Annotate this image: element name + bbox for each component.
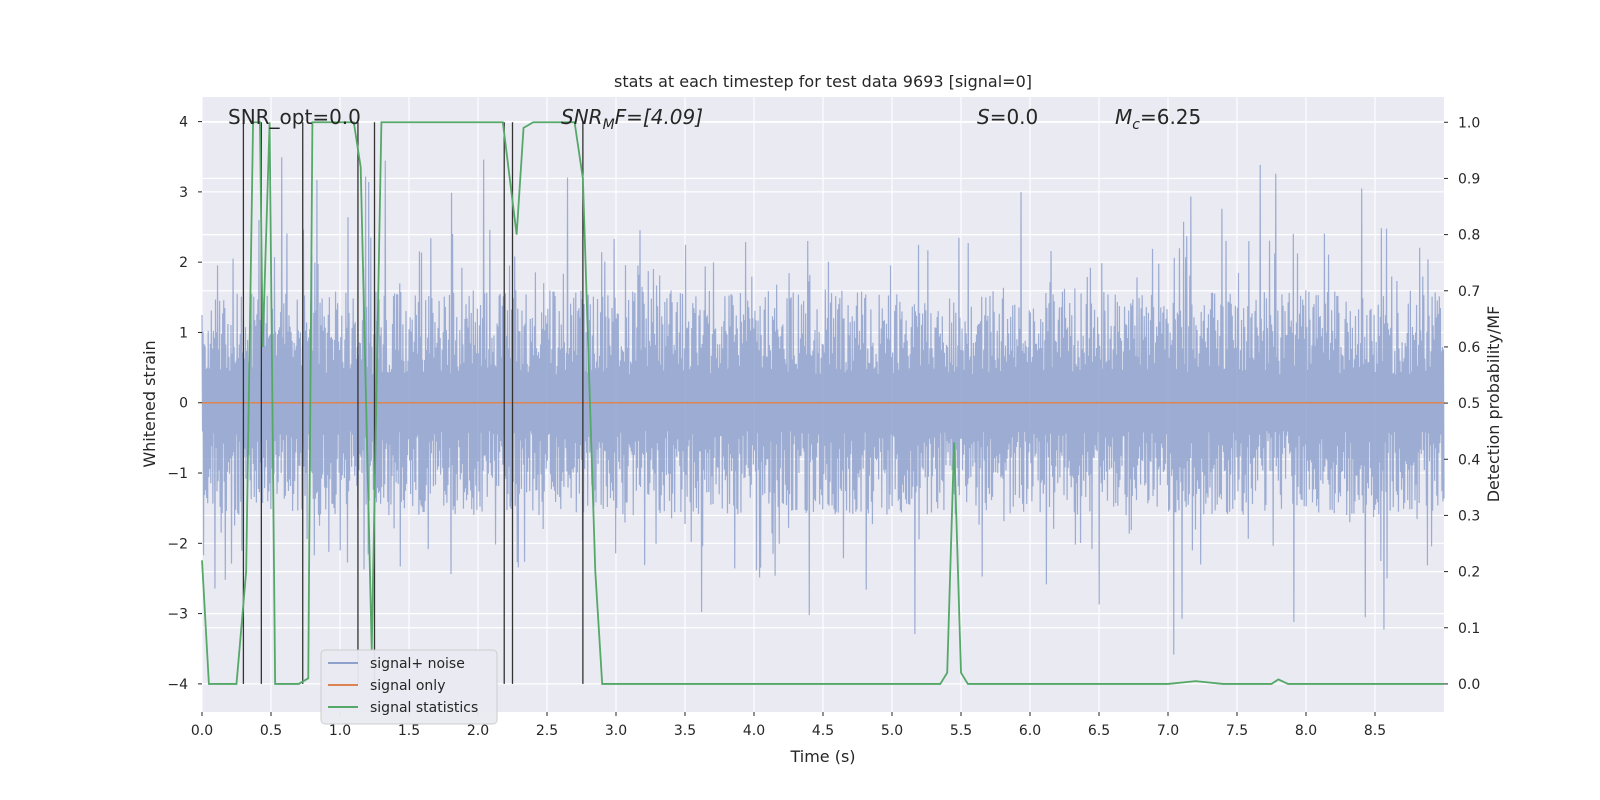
y-left-tick-label-7: −3 <box>167 607 188 623</box>
y-right-tick-label-7: 0.3 <box>1458 508 1480 524</box>
noise-trace <box>201 157 1445 655</box>
y-left-tick-label-2: 2 <box>179 255 188 271</box>
right-y-axis-label: Detection probability/MF <box>1484 306 1503 503</box>
x-tick-label-10: 5.0 <box>881 723 903 739</box>
x-tick-label-0: 0.0 <box>191 723 213 739</box>
statistics-series <box>201 121 1444 685</box>
annotation-s-main: S <box>977 105 990 129</box>
x-tick-label-5: 2.5 <box>536 723 558 739</box>
annotation-snr-mf: SNRMF=[4.09] <box>561 105 703 133</box>
legend-box <box>320 649 498 725</box>
y-left-tick-label-6: −2 <box>167 536 188 552</box>
annotation-mc-sub: c <box>1132 117 1140 133</box>
vertical-markers <box>242 122 584 684</box>
x-tick-label-9: 4.5 <box>812 723 834 739</box>
x-tick-label-13: 6.5 <box>1088 723 1110 739</box>
legend-label-noise: signal+ noise <box>370 656 465 672</box>
y-right-tick-label-2: 0.8 <box>1458 228 1480 244</box>
y-right-tick-label-5: 0.5 <box>1458 396 1480 412</box>
x-tick-label-6: 3.0 <box>605 723 627 739</box>
x-tick-label-14: 7.0 <box>1157 723 1179 739</box>
annotation-snr-mf-main: SNR <box>561 105 603 129</box>
y-right-tick-label-9: 0.1 <box>1458 621 1480 637</box>
y-right-tick-label-4: 0.6 <box>1458 340 1480 356</box>
statistics-line <box>201 121 1444 685</box>
annotation-mc-main: M <box>1115 105 1132 129</box>
annotation-s-tail: =0.0 <box>990 105 1039 129</box>
x-tick-label-7: 3.5 <box>674 723 696 739</box>
annotation-mc: Mc=6.25 <box>1115 105 1201 133</box>
x-tick-label-8: 4.0 <box>743 723 765 739</box>
annotation-snr-mf-sub: M <box>603 117 615 133</box>
y-right-tick-label-1: 0.9 <box>1458 171 1480 187</box>
annotation-mc-tail: =6.25 <box>1140 105 1201 129</box>
x-tick-label-2: 1.0 <box>329 723 351 739</box>
x-tick-label-4: 2.0 <box>467 723 489 739</box>
y-left-tick-label-1: 3 <box>179 185 188 201</box>
legend-label-statistics: signal statistics <box>370 700 478 716</box>
x-tick-label-3: 1.5 <box>398 723 420 739</box>
noise-series <box>201 157 1445 655</box>
y-left-tick-label-0: 4 <box>179 115 188 131</box>
annotation-snr-mf-tail: F=[4.09] <box>615 105 703 129</box>
left-y-axis-label: Whitened strain <box>140 340 159 467</box>
y-right-tick-label-0: 1.0 <box>1458 115 1480 131</box>
legend: signal+ noise signal only signal statist… <box>320 649 498 725</box>
annotation-snr-opt: SNR_opt=0.0 <box>228 105 361 129</box>
chart-title: stats at each timestep for test data 969… <box>614 72 1032 91</box>
x-tick-label-15: 7.5 <box>1226 723 1248 739</box>
x-axis-label: Time (s) <box>789 747 855 766</box>
x-tick-label-1: 0.5 <box>260 723 282 739</box>
x-tick-label-11: 5.5 <box>950 723 972 739</box>
x-tick-label-16: 8.0 <box>1295 723 1317 739</box>
annotation-s: S=0.0 <box>977 105 1038 129</box>
x-axis-ticks: 0.0 0.5 1.0 1.5 2.0 2.5 3.0 3.5 4.0 4.5 5.0 5.5 6.0 6… <box>191 712 1386 739</box>
legend-label-signal-only: signal only <box>370 678 445 694</box>
y-left-tick-label-5: −1 <box>167 466 188 482</box>
x-tick-label-12: 6.0 <box>1019 723 1041 739</box>
y-right-tick-label-8: 0.2 <box>1458 565 1480 581</box>
y-left-tick-label-3: 1 <box>179 325 188 341</box>
y-left-tick-label-4: 0 <box>179 396 188 412</box>
x-tick-label-17: 8.5 <box>1364 723 1386 739</box>
y-left-tick-label-8: −4 <box>167 677 188 693</box>
y-right-tick-label-6: 0.4 <box>1458 452 1480 468</box>
y-right-tick-label-3: 0.7 <box>1458 284 1480 300</box>
right-y-axis-ticks: 1.0 0.9 0.8 0.7 0.6 0.5 0.4 0.3 0.2 0.1 0.0 <box>1444 115 1480 693</box>
left-y-axis-ticks: 4 3 2 1 0 −1 −2 −3 −4 <box>167 115 202 693</box>
y-right-tick-label-10: 0.0 <box>1458 677 1480 693</box>
